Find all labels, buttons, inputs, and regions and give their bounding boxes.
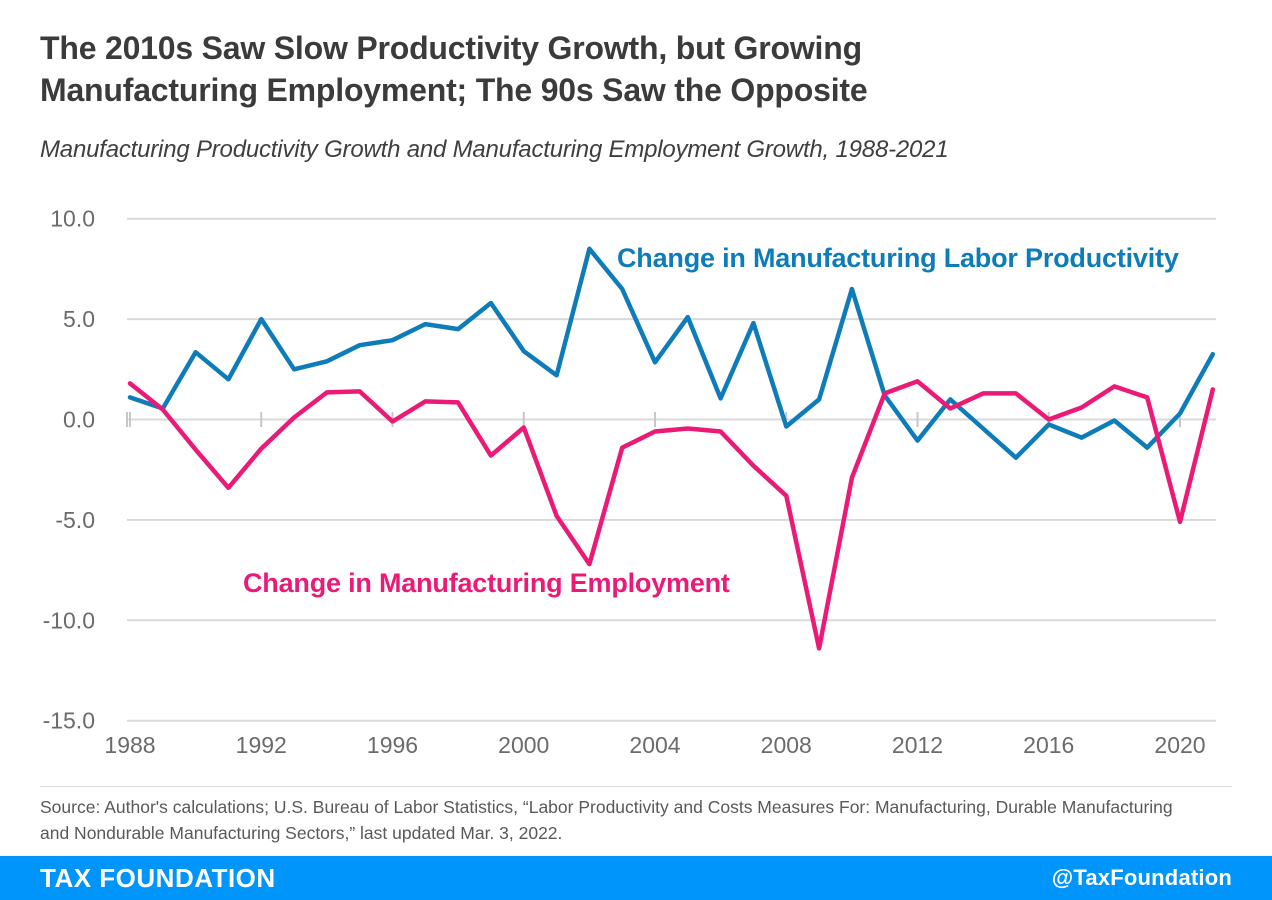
employment-series-label: Change in Manufacturing Employment: [243, 568, 730, 598]
y-axis-label--10.0: -10.0: [43, 607, 95, 633]
y-axis-label--15.0: -15.0: [43, 708, 95, 734]
y-axis-label--5.0: -5.0: [55, 507, 95, 533]
chart-title: The 2010s Saw Slow Productivity Growth, …: [40, 27, 868, 111]
source-note: Source: Author's calculations; U.S. Bure…: [40, 794, 1220, 846]
twitter-handle: @TaxFoundation: [1051, 865, 1232, 890]
chart-subtitle: Manufacturing Productivity Growth and Ma…: [40, 136, 949, 163]
y-axis-label-5.0: 5.0: [63, 306, 95, 332]
chart-title-line2: Manufacturing Employment; The 90s Saw th…: [40, 72, 868, 108]
footer-bar: TAX FOUNDATION @TaxFoundation: [0, 856, 1272, 900]
source-note-line1: Source: Author's calculations; U.S. Bure…: [40, 797, 1173, 817]
x-axis-label-2016: 2016: [1023, 732, 1074, 758]
x-axis-label-2020: 2020: [1154, 732, 1205, 758]
x-axis-label-1996: 1996: [367, 732, 418, 758]
x-axis-label-2008: 2008: [761, 732, 812, 758]
x-axis-label-2012: 2012: [892, 732, 943, 758]
source-note-line2: and Nondurable Manufacturing Sectors,” l…: [40, 823, 563, 843]
y-axis-label-0.0: 0.0: [63, 407, 95, 433]
productivity-line: [127, 246, 1216, 460]
source-divider: [40, 786, 1232, 787]
productivity-series-label: Change in Manufacturing Labor Productivi…: [617, 243, 1179, 273]
brand-wordmark: TAX FOUNDATION: [40, 862, 276, 893]
x-axis-label-2004: 2004: [629, 732, 680, 758]
x-axis-label-1992: 1992: [236, 732, 287, 758]
employment-line: [127, 379, 1216, 651]
x-axis-label-1988: 1988: [104, 732, 155, 758]
chart-title-line1: The 2010s Saw Slow Productivity Growth, …: [40, 30, 862, 66]
x-axis-label-2000: 2000: [498, 732, 549, 758]
y-axis-label-10.0: 10.0: [50, 206, 95, 232]
